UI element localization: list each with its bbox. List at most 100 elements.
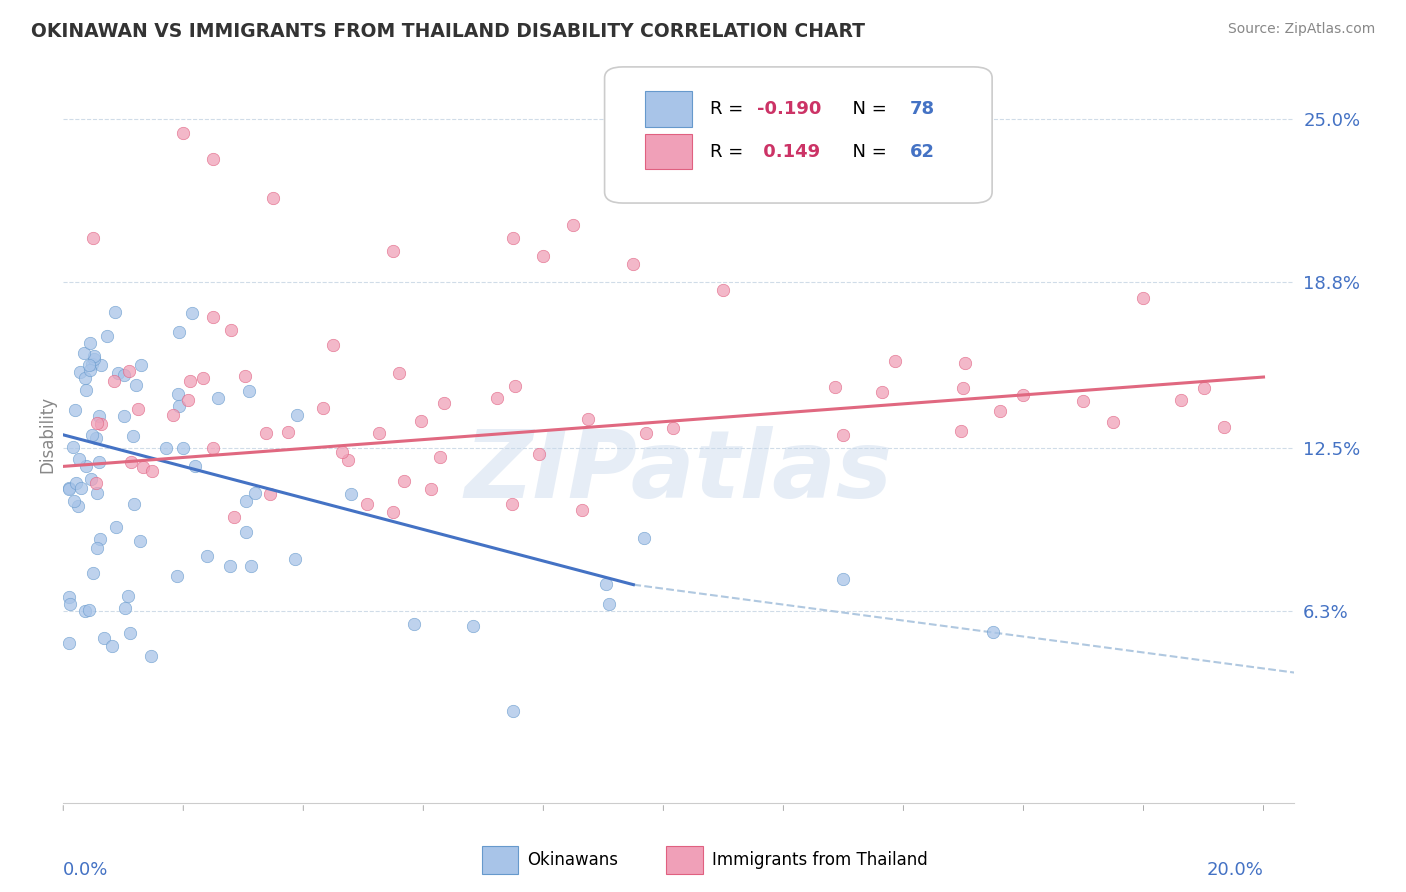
Point (463, 619, 485, 633)
Point (86, 541, 108, 555)
Point (195, 549, 218, 564)
Text: Source: ZipAtlas.com: Source: ZipAtlas.com (1227, 22, 1375, 37)
Point (166, 569, 188, 583)
Point (633, 531, 655, 545)
Point (382, 244, 405, 258)
Point (419, 482, 441, 496)
Point (312, 401, 335, 416)
Point (89, 532, 111, 546)
Point (245, 485, 267, 500)
Point (202, 310, 225, 324)
Point (872, 385, 894, 400)
Point (107, 366, 129, 380)
Point (141, 464, 163, 478)
Point (112, 409, 135, 423)
FancyBboxPatch shape (645, 134, 692, 169)
Text: N =: N = (841, 143, 893, 161)
Point (83, 349, 105, 363)
Text: 0.0%: 0.0% (63, 861, 108, 879)
Point (184, 459, 207, 474)
Point (562, 218, 585, 232)
Point (58, 636, 80, 650)
Point (240, 558, 263, 573)
Text: 78: 78 (910, 100, 935, 118)
Point (75, 604, 97, 618)
Point (167, 399, 190, 413)
Point (404, 617, 426, 632)
Point (67, 499, 90, 513)
Point (117, 589, 139, 603)
Point (952, 380, 974, 394)
Point (84, 476, 107, 491)
Point (339, 487, 361, 501)
Point (322, 337, 344, 351)
Point (983, 624, 1005, 639)
Point (238, 384, 260, 398)
Y-axis label: Disability: Disability (38, 396, 56, 474)
Point (172, 126, 194, 140)
Point (131, 358, 153, 372)
Point (595, 577, 617, 591)
Point (235, 524, 257, 539)
Point (1213, 420, 1236, 434)
Point (285, 408, 308, 422)
Point (571, 503, 593, 517)
Text: 0.149: 0.149 (758, 143, 820, 161)
Point (79, 363, 101, 377)
Point (503, 378, 526, 392)
Point (75, 458, 97, 473)
FancyBboxPatch shape (481, 847, 519, 874)
Point (155, 442, 177, 456)
Point (207, 392, 229, 406)
Point (125, 378, 148, 392)
Point (127, 402, 149, 417)
Point (527, 447, 550, 461)
Text: R =: R = (710, 100, 749, 118)
Point (502, 704, 524, 718)
Point (832, 428, 855, 442)
Point (262, 191, 284, 205)
Point (112, 368, 135, 382)
Point (93, 631, 115, 645)
Point (180, 306, 202, 320)
Point (392, 475, 415, 489)
Point (86, 486, 108, 500)
Point (356, 497, 378, 511)
Point (221, 323, 243, 337)
Point (62, 440, 84, 454)
Point (1012, 388, 1035, 402)
Point (1073, 393, 1095, 408)
Point (131, 459, 153, 474)
Point (114, 600, 136, 615)
Point (87, 455, 110, 469)
Point (100, 639, 122, 653)
Point (58, 481, 80, 495)
Point (79, 335, 101, 350)
Point (77, 358, 100, 372)
Text: Okinawans: Okinawans (527, 851, 619, 869)
Point (121, 428, 143, 442)
Point (63, 494, 86, 508)
Point (953, 356, 976, 370)
Point (884, 354, 907, 368)
Point (824, 380, 846, 394)
Text: R =: R = (710, 143, 749, 161)
Point (75, 371, 97, 385)
Point (284, 552, 307, 566)
Point (83, 352, 105, 367)
Point (77, 602, 100, 616)
Point (201, 441, 224, 455)
Point (224, 510, 246, 524)
Point (67, 452, 90, 467)
Point (191, 370, 214, 384)
Point (90, 358, 112, 372)
Text: OKINAWAN VS IMMIGRANTS FROM THAILAND DISABILITY CORRELATION CHART: OKINAWAN VS IMMIGRANTS FROM THAILAND DIS… (31, 22, 865, 41)
Point (621, 257, 644, 271)
Point (433, 396, 456, 410)
Text: -0.190: -0.190 (758, 100, 821, 118)
Point (73, 346, 96, 360)
Point (69, 365, 91, 379)
Point (104, 304, 127, 318)
Point (368, 426, 391, 441)
Point (235, 494, 257, 508)
